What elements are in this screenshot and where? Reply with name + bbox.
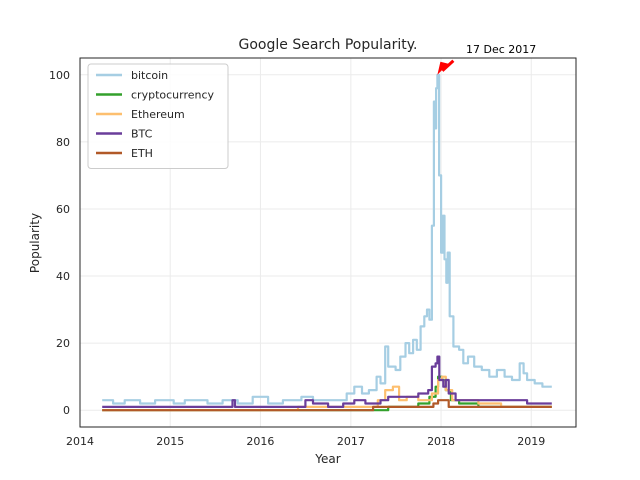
chart-title: Google Search Popularity. (239, 37, 418, 53)
x-tick-label: 2017 (337, 435, 365, 448)
y-tick-label: 20 (56, 337, 70, 350)
y-tick-label: 0 (63, 404, 70, 417)
legend-entry: BTC (131, 128, 153, 141)
x-axis: 2014 2015 2016 2017 2018 2019 (66, 435, 545, 448)
y-tick-label: 40 (56, 270, 70, 283)
y-tick-label: 100 (49, 69, 70, 82)
legend-box (87, 63, 229, 169)
legend-entry: bitcoin (131, 69, 168, 82)
y-axis-label: Popularity (28, 213, 42, 273)
legend-entry: ETH (131, 147, 153, 160)
series-lines (102, 73, 552, 412)
annotation-arrow-head (437, 61, 449, 75)
x-tick-label: 2019 (517, 435, 545, 448)
x-tick-label: 2018 (427, 435, 455, 448)
x-tick-label: 2014 (66, 435, 94, 448)
legend: bitcoin cryptocurrency Ethereum BTC ETH (87, 63, 229, 169)
y-tick-label: 60 (56, 203, 70, 216)
x-tick-label: 2016 (246, 435, 274, 448)
legend-entry: Ethereum (131, 108, 185, 121)
y-axis: 0 20 40 60 80 100 (49, 69, 70, 417)
plot-area (79, 57, 577, 428)
series-line-eth (102, 399, 552, 412)
annotation-text: 17 Dec 2017 (466, 43, 536, 56)
annotation-arrow (441, 59, 455, 72)
series-line-bitcoin (102, 73, 552, 405)
series-line-btc (102, 355, 552, 408)
x-tick-label: 2015 (156, 435, 184, 448)
peak-annotation: 17 Dec 2017 (437, 43, 536, 75)
y-tick-label: 80 (56, 136, 70, 149)
legend-entry: cryptocurrency (131, 89, 215, 102)
x-axis-label: Year (314, 452, 340, 466)
